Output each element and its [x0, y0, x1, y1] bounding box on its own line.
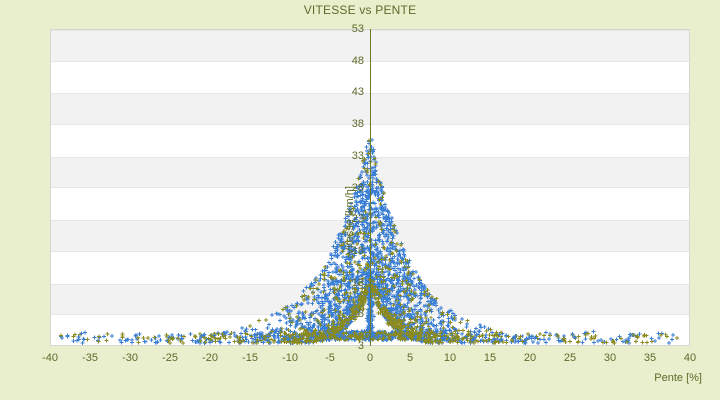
x-tick-label: -10 [282, 352, 298, 364]
y-tick-label: 13 [351, 276, 364, 289]
y-tick-label: 8 [357, 308, 364, 321]
y-tick-label: 3 [357, 340, 364, 352]
y-tick-label: 43 [351, 86, 364, 99]
x-tick-label: -20 [202, 352, 218, 364]
chart-title: VITESSE vs PENTE [303, 3, 417, 17]
x-tick-label: -25 [162, 352, 178, 364]
x-tick-label: 40 [683, 352, 697, 364]
x-tick-label: 5 [406, 352, 414, 364]
x-tick-label: 30 [603, 352, 617, 364]
x-tick-label: 15 [483, 352, 497, 364]
x-tick-label: 10 [443, 352, 457, 364]
scatter-layer [59, 137, 680, 345]
y-tick-label: 48 [351, 54, 364, 67]
y-tick-label: 23 [351, 213, 364, 226]
zero-axis-line [370, 29, 371, 346]
x-tick-label: 35 [643, 352, 657, 364]
x-tick-label: 20 [523, 352, 537, 364]
x-tick-label: -5 [325, 352, 335, 364]
x-axis-label: Pente [%] [654, 372, 702, 384]
y-tick-label: 38 [351, 118, 364, 131]
x-tick-label: -35 [82, 352, 98, 364]
x-tick-label: -30 [122, 352, 138, 364]
y-tick-label: 33 [351, 149, 364, 162]
y-tick-label: 18 [351, 244, 364, 257]
y-tick-label: 28 [351, 181, 364, 194]
y-tick-label: 53 [351, 23, 364, 35]
y-axis-label: Vitesse [km/h] [344, 186, 356, 255]
x-tick-label: 0 [366, 352, 374, 364]
x-tick-label: -15 [242, 352, 258, 364]
x-tick-label: 25 [563, 352, 577, 364]
x-tick-label: -40 [42, 352, 58, 364]
